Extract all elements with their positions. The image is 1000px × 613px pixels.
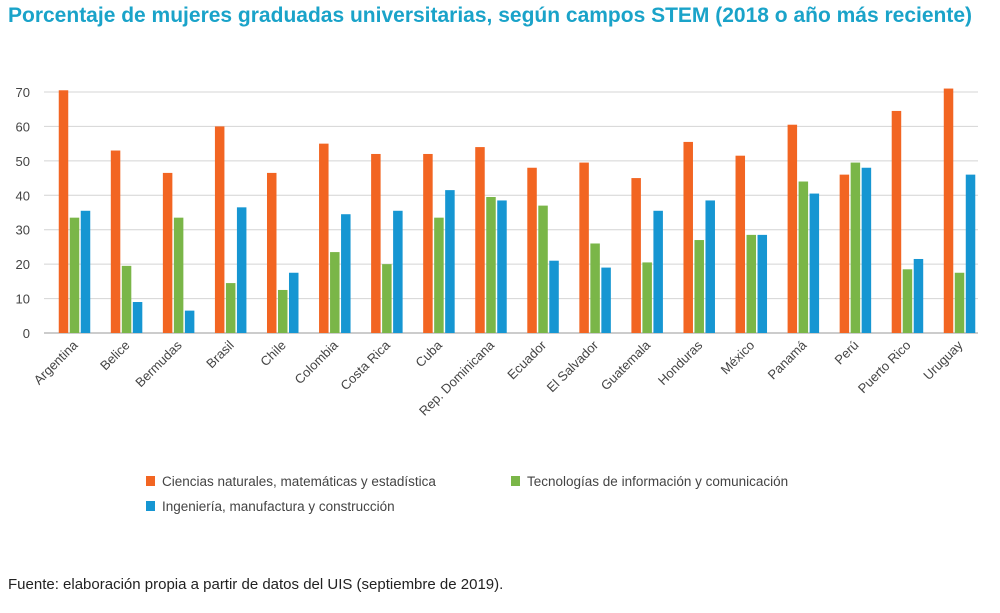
legend-swatch [146, 501, 155, 511]
bar [735, 155, 746, 333]
legend-swatch [511, 476, 520, 486]
bar [527, 167, 537, 333]
legend-label: Tecnologías de información y comunicació… [527, 474, 788, 489]
bar [694, 240, 704, 333]
bar [69, 217, 80, 333]
bar [330, 252, 340, 333]
x-category-label: Ecuador [504, 337, 549, 382]
bar [746, 234, 757, 333]
bar [850, 162, 861, 333]
bar [705, 200, 715, 333]
x-category-label: Panamá [765, 337, 810, 382]
bar [225, 283, 236, 333]
bar [787, 124, 798, 333]
bar [579, 162, 589, 333]
bar [902, 269, 913, 333]
bar [809, 193, 820, 333]
y-tick-label: 40 [16, 188, 30, 203]
bar [913, 258, 924, 333]
bar [839, 174, 850, 333]
bar [266, 172, 277, 333]
x-category-label: Guatemala [598, 337, 654, 393]
y-axis-ticks: 0 10 20 30 40 50 60 70 [16, 85, 30, 341]
bar [549, 260, 559, 333]
bar [80, 210, 91, 333]
source-note: Fuente: elaboración propia a partir de d… [8, 576, 504, 593]
legend-label: Ciencias naturales, matemáticas y estadí… [162, 474, 436, 489]
bar [277, 289, 288, 333]
bar [954, 272, 965, 333]
bar [319, 143, 329, 333]
bar [132, 302, 143, 333]
y-tick-label: 10 [16, 292, 30, 307]
y-tick-label: 60 [16, 119, 30, 134]
x-category-label: Chile [257, 338, 289, 370]
bar [798, 181, 809, 333]
bar [162, 172, 173, 333]
x-category-label: Uruguay [920, 337, 966, 383]
x-category-label: Belice [97, 338, 133, 374]
bar [861, 167, 872, 333]
bar [434, 217, 444, 333]
bar [173, 217, 184, 333]
bar [423, 153, 433, 333]
bar [184, 310, 195, 333]
bar [642, 262, 652, 333]
x-category-label: Argentina [31, 337, 82, 388]
bar [288, 272, 299, 333]
bar [341, 214, 351, 333]
x-axis-categories: Argentina Belice Bermudas Brasil Chile Colomb… [31, 337, 966, 419]
y-tick-label: 30 [16, 223, 30, 238]
x-category-label: Colombia [291, 337, 341, 387]
bar [110, 150, 121, 333]
bar [538, 205, 548, 333]
bar [601, 267, 611, 333]
x-category-label: Cuba [412, 337, 445, 370]
bar [382, 264, 392, 333]
legend-swatch [146, 476, 155, 486]
bar [891, 110, 902, 333]
bar [631, 178, 641, 333]
bar [445, 190, 455, 333]
bar [236, 207, 247, 333]
x-category-label: El Salvador [544, 337, 602, 395]
x-category-label: México [718, 338, 758, 378]
bar [965, 174, 976, 333]
y-tick-label: 0 [23, 326, 30, 341]
bars [58, 88, 976, 334]
bar [475, 147, 485, 333]
y-tick-label: 50 [16, 154, 30, 169]
bar-chart: 0 10 20 30 40 50 60 70 Argentina Belice Bermudas B… [16, 85, 978, 514]
y-tick-label: 20 [16, 257, 30, 272]
x-category-label: Puerto Rico [855, 338, 914, 397]
x-category-label: Bermudas [132, 337, 185, 390]
x-category-label: Perú [831, 338, 861, 368]
bar [590, 243, 600, 333]
bar [757, 234, 768, 333]
x-category-label: Costa Rica [337, 337, 393, 393]
bar [393, 210, 403, 333]
bar [214, 126, 225, 333]
bar [121, 265, 132, 333]
bar [683, 141, 693, 333]
x-category-label: Honduras [655, 337, 706, 388]
bar [58, 90, 69, 334]
bar [497, 200, 507, 333]
bar [371, 153, 381, 333]
legend: Ciencias naturales, matemáticas y estadí… [146, 474, 788, 514]
gridlines [44, 91, 978, 334]
bar [943, 88, 954, 333]
chart-title: Porcentaje de mujeres graduadas universi… [8, 4, 973, 27]
y-tick-label: 70 [16, 85, 30, 100]
legend-label: Ingeniería, manufactura y construcción [162, 499, 395, 514]
bar [486, 197, 496, 333]
bar [653, 210, 663, 333]
x-category-label: Brasil [203, 337, 237, 371]
